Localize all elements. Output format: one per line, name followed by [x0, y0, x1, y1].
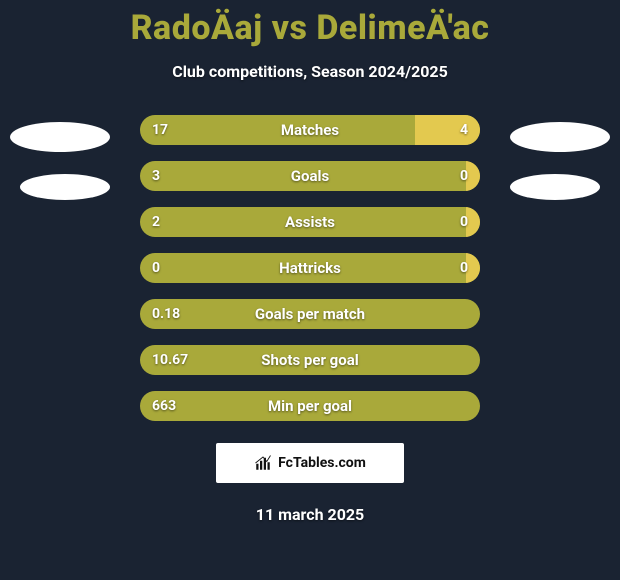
stat-label: Assists — [140, 207, 480, 237]
stat-bar: Shots per goal10.67 — [140, 345, 480, 375]
stat-bar: Hattricks0 0 — [140, 253, 480, 283]
stat-label: Goals — [140, 161, 480, 191]
stat-bar: Goals per match0.18 — [140, 299, 480, 329]
stat-label: Shots per goal — [140, 345, 480, 375]
stat-label: Matches — [140, 115, 480, 145]
stat-row: Hattricks0 0 — [0, 253, 620, 283]
stat-bars: Matches174Goals30Assists20Hattricks00Goa… — [0, 115, 620, 421]
chart-icon — [254, 454, 272, 472]
stat-bar: Min per goal663 — [140, 391, 480, 421]
stat-value-left: 10.67 — [152, 345, 188, 375]
attribution-text: FcTables.com — [278, 455, 366, 471]
stat-row: Matches17 4 — [0, 115, 620, 145]
page-title: RadoÄaj vs DelimeÄ'ac — [0, 0, 620, 48]
date-line: 11 march 2025 — [0, 505, 620, 524]
stat-value-left: 17 — [152, 115, 168, 145]
stat-row: Min per goal663 — [0, 391, 620, 421]
stat-value-left: 663 — [152, 391, 176, 421]
stat-row: Shots per goal10.67 — [0, 345, 620, 375]
stat-row: Goals per match0.18 — [0, 299, 620, 329]
stat-value-right: 0 — [460, 161, 468, 191]
stat-value-left: 0.18 — [152, 299, 180, 329]
stat-row: Assists2 0 — [0, 207, 620, 237]
stat-bar: Matches17 4 — [140, 115, 480, 145]
stat-value-right: 4 — [460, 115, 468, 145]
stat-value-left: 0 — [152, 253, 160, 283]
stat-row: Goals3 0 — [0, 161, 620, 191]
stat-value-left: 2 — [152, 207, 160, 237]
stat-label: Goals per match — [140, 299, 480, 329]
context-line: Club competitions, Season 2024/2025 — [0, 62, 620, 81]
stat-bar: Goals3 0 — [140, 161, 480, 191]
stat-value-left: 3 — [152, 161, 160, 191]
stat-label: Hattricks — [140, 253, 480, 283]
stat-bar: Assists2 0 — [140, 207, 480, 237]
stat-value-right: 0 — [460, 207, 468, 237]
stat-label: Min per goal — [140, 391, 480, 421]
attribution-badge[interactable]: FcTables.com — [216, 443, 404, 483]
stat-value-right: 0 — [460, 253, 468, 283]
